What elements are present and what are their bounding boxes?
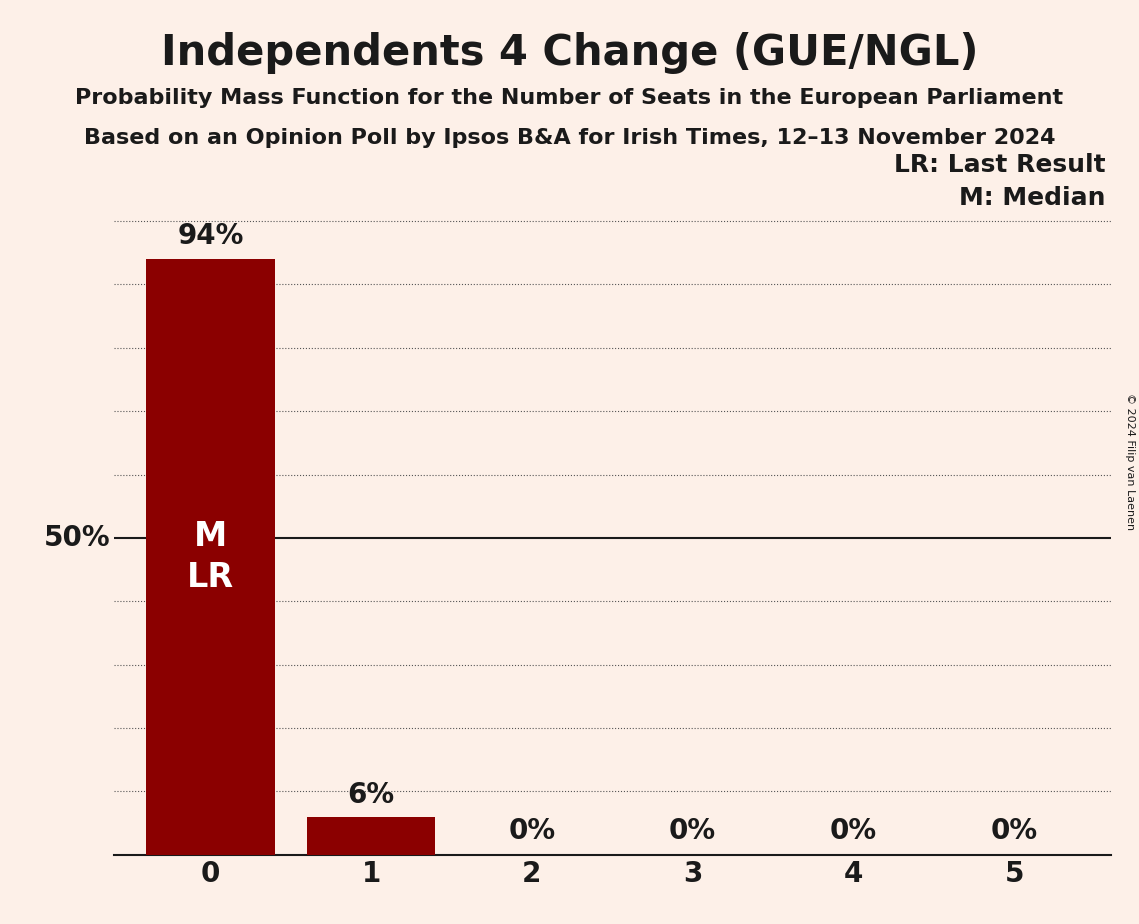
Bar <box>306 817 435 855</box>
Text: 0%: 0% <box>669 817 716 845</box>
Text: M
LR: M LR <box>187 520 233 594</box>
Text: 6%: 6% <box>347 781 394 809</box>
Text: 94%: 94% <box>178 222 244 249</box>
Text: Probability Mass Function for the Number of Seats in the European Parliament: Probability Mass Function for the Number… <box>75 88 1064 108</box>
Text: 0%: 0% <box>508 817 556 845</box>
Text: 0%: 0% <box>991 817 1038 845</box>
Bar <box>146 259 274 855</box>
Text: © 2024 Filip van Laenen: © 2024 Filip van Laenen <box>1125 394 1134 530</box>
Text: 50%: 50% <box>44 524 110 552</box>
Text: LR: Last Result: LR: Last Result <box>894 152 1106 176</box>
Text: M: Median: M: Median <box>959 186 1106 210</box>
Text: Based on an Opinion Poll by Ipsos B&A for Irish Times, 12–13 November 2024: Based on an Opinion Poll by Ipsos B&A fo… <box>84 128 1055 148</box>
Text: Independents 4 Change (GUE/NGL): Independents 4 Change (GUE/NGL) <box>161 32 978 74</box>
Text: 0%: 0% <box>830 817 877 845</box>
